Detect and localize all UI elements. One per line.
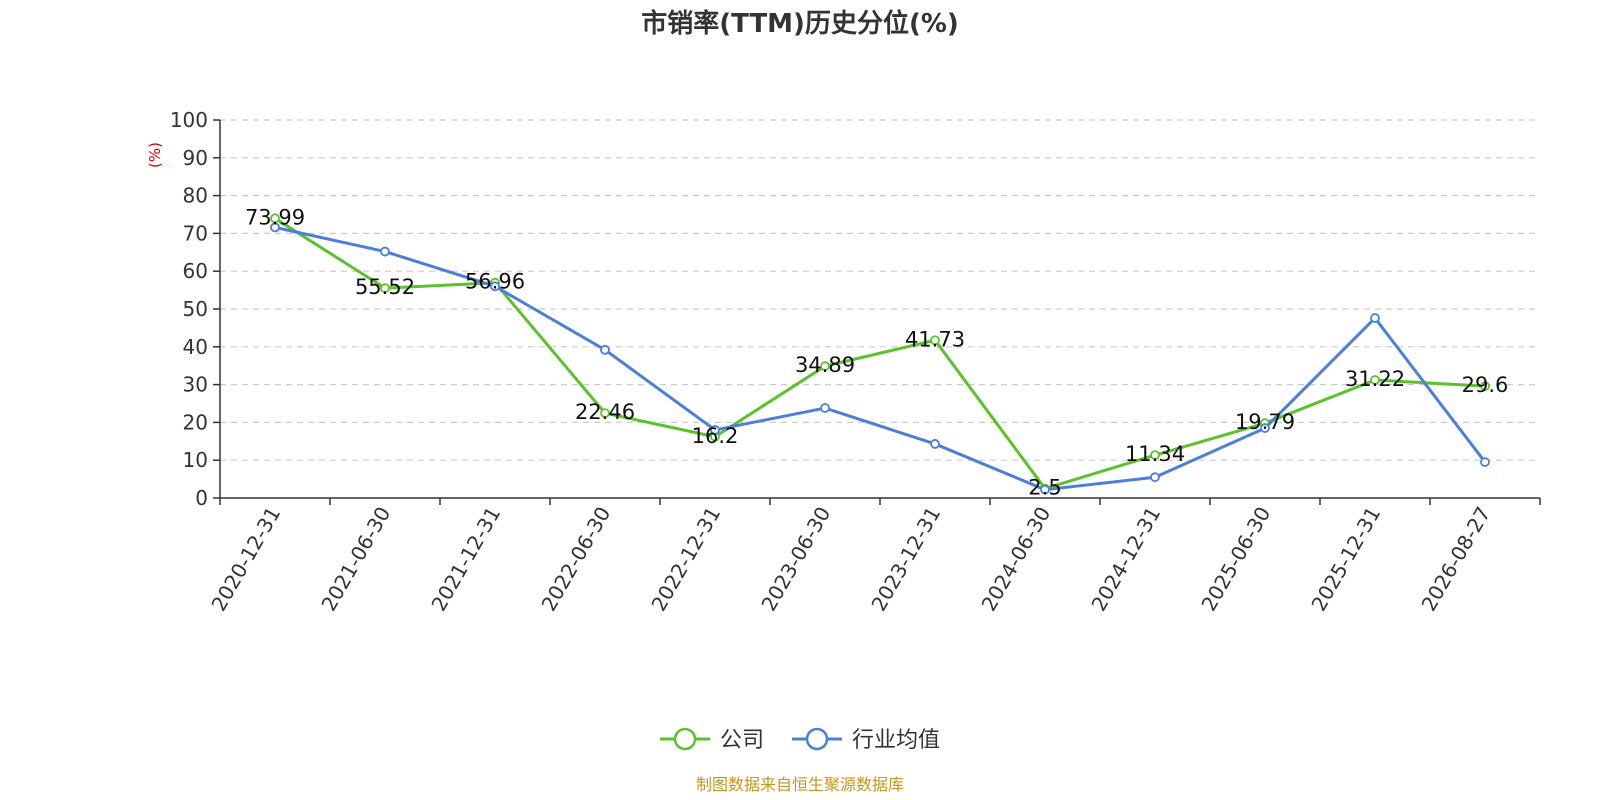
data-point	[930, 439, 940, 449]
data-point	[1480, 457, 1490, 467]
series-line-2	[274, 225, 1487, 492]
data-label: 55.52	[355, 275, 415, 299]
y-tick-label: 60	[183, 259, 208, 283]
data-label: 41.73	[905, 327, 965, 351]
x-tick-label: 2020-12-31	[206, 503, 285, 616]
y-tick-label: 40	[183, 335, 208, 359]
data-point	[1480, 381, 1490, 392]
data-point	[820, 361, 830, 372]
data-point	[380, 246, 390, 257]
data-label: 31.22	[1345, 367, 1405, 391]
data-label: 34.89	[795, 353, 855, 377]
data-point	[1370, 313, 1380, 323]
y-tick-label: 100	[170, 108, 208, 132]
data-point	[600, 344, 610, 355]
x-tick-label: 2022-12-31	[646, 503, 725, 616]
x-tick-label: 2026-08-27	[1416, 503, 1495, 616]
data-label: 29.6	[1462, 373, 1509, 397]
x-tick-label: 2023-06-30	[756, 503, 835, 616]
data-label-layer: 73.99 55.52 56.96 22.46 16.2 34.89 41.73 2.5 11.…	[245, 205, 1508, 499]
data-label: 11.34	[1125, 442, 1185, 466]
data-label: 19.79	[1235, 410, 1295, 434]
x-tick-label: 2025-06-30	[1196, 503, 1275, 616]
data-point	[490, 281, 500, 292]
legend-label: 行业均值	[852, 728, 940, 753]
y-axis-label: (%)	[146, 142, 164, 168]
y-tick-label: 80	[183, 184, 208, 208]
data-point	[600, 408, 610, 419]
data-label: 56.96	[465, 270, 525, 294]
grid-layer	[220, 119, 1540, 461]
data-point	[380, 283, 390, 294]
y-tick-label: 70	[183, 221, 208, 245]
data-point	[710, 425, 720, 435]
y-tick-label: 90	[183, 146, 208, 170]
legend-label: 公司	[720, 728, 764, 753]
series-layer	[270, 213, 1490, 495]
y-tick-label: 10	[183, 448, 208, 472]
chart-title: 市销率(TTM)历史分位(%)	[641, 8, 959, 39]
series-line-1	[274, 217, 1486, 491]
x-tick-label: 2022-06-30	[536, 503, 615, 616]
data-point	[1040, 484, 1050, 495]
legend-marker	[805, 727, 829, 751]
data-label: 73.99	[245, 205, 305, 229]
data-point	[1150, 472, 1160, 483]
data-point	[1260, 423, 1270, 433]
data-point	[1150, 450, 1160, 461]
data-point	[820, 403, 830, 413]
y-tick-label: 20	[183, 410, 208, 434]
data-label: 22.46	[575, 400, 635, 424]
data-point	[1370, 375, 1380, 385]
x-tick-label: 2021-06-30	[316, 503, 395, 616]
data-point	[930, 335, 940, 346]
x-tick-label: 2021-12-31	[426, 503, 505, 616]
legend: 公司 行业均值	[660, 727, 940, 753]
x-tick-label: 2025-12-31	[1306, 503, 1385, 616]
source-note: 制图数据来自恒生聚源数据库	[696, 775, 904, 794]
data-point	[270, 213, 280, 224]
x-tick-label: 2023-12-31	[866, 503, 945, 616]
legend-item-1: 公司	[660, 727, 764, 753]
y-tick-label: 50	[183, 297, 208, 321]
x-tick-label: 2024-12-31	[1086, 503, 1165, 616]
legend-item-2: 行业均值	[792, 727, 940, 753]
data-label: 16.2	[692, 424, 739, 448]
y-tick-label: 30	[183, 373, 208, 397]
legend-marker	[673, 727, 697, 751]
data-point	[270, 222, 280, 233]
x-tick-label: 2024-06-30	[976, 503, 1055, 616]
y-tick-label: 0	[195, 486, 208, 510]
data-label: 2.5	[1028, 476, 1061, 500]
